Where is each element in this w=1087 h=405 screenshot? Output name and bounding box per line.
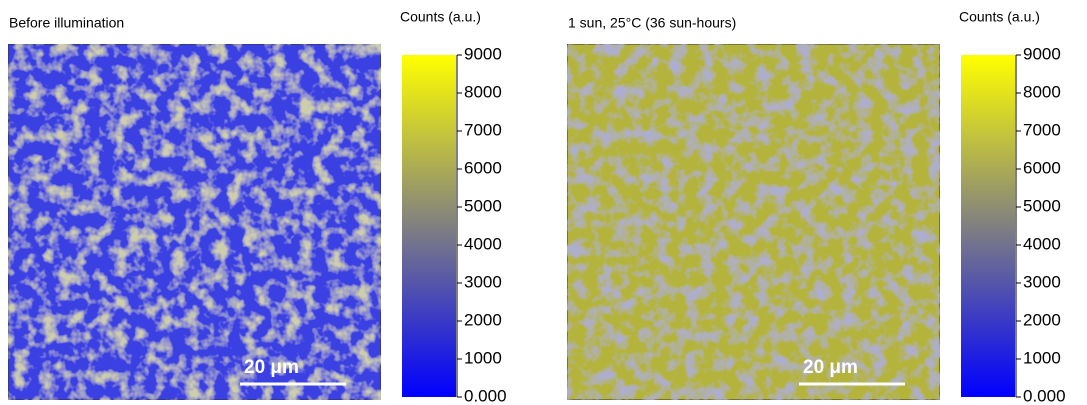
colorbar-tick-label: 6000 <box>464 158 502 177</box>
colorbar-tick-label: 4000 <box>464 234 502 253</box>
colorbar-tick-label: 5000 <box>464 196 502 215</box>
colorbar-tick-label: 5000 <box>1023 196 1061 215</box>
image <box>7 43 382 401</box>
colorbar <box>961 55 1015 397</box>
panels: Before illumination 20 μm Counts (a.u.) 0.0… <box>7 9 1066 405</box>
colorbar-tick-label: 9000 <box>1023 44 1061 63</box>
colorbar-tick-label: 6000 <box>1023 158 1061 177</box>
colorbar <box>402 55 456 397</box>
colorbar-tick-label: 8000 <box>464 82 502 101</box>
panel-title: 1 sun, 25°C (36 sun-hours) <box>568 15 736 31</box>
colorbar-label: Counts (a.u.) <box>400 9 481 25</box>
colorbar-tick-label: 0.000 <box>464 386 507 405</box>
colorbar-tick-label: 7000 <box>1023 120 1061 139</box>
colorbar-label: Counts (a.u.) <box>959 9 1040 25</box>
colorbar-tick-label: 0.000 <box>1023 386 1066 405</box>
scale-bar-label: 20 μm <box>803 357 858 378</box>
colorbar-tick-label: 7000 <box>464 120 502 139</box>
colorbar-tick-label: 2000 <box>464 310 502 329</box>
scale-bar-label: 20 μm <box>244 357 299 378</box>
colorbar-tick-label: 3000 <box>1023 272 1061 291</box>
panel: Before illumination 20 μm Counts (a.u.) 0.0… <box>7 9 507 405</box>
colorbar-tick-label: 8000 <box>1023 82 1061 101</box>
panel-title: Before illumination <box>9 15 124 31</box>
colorbar-tick-label: 1000 <box>1023 348 1061 367</box>
colorbar-tick-label: 9000 <box>464 44 502 63</box>
colorbar-tick-label: 2000 <box>1023 310 1061 329</box>
colorbar-tick-label: 1000 <box>464 348 502 367</box>
colorbar-tick-label: 3000 <box>464 272 502 291</box>
image <box>566 43 941 401</box>
panel: 1 sun, 25°C (36 sun-hours) 20 μm Counts (a… <box>566 9 1066 405</box>
colorbar-tick-label: 4000 <box>1023 234 1061 253</box>
